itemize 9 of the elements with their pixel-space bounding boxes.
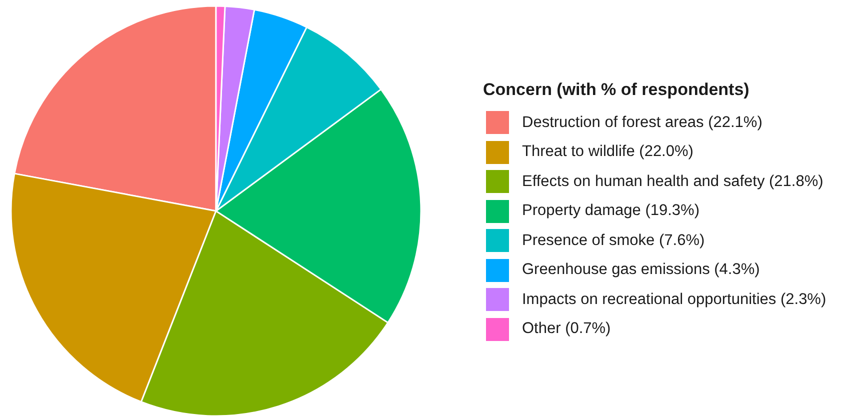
legend-title: Concern (with % of respondents) xyxy=(483,80,750,100)
legend-label: Threat to wildlife (22.0%) xyxy=(522,143,694,162)
legend-label: Effects on human health and safety (21.8%) xyxy=(522,172,824,191)
legend-label: Other (0.7%) xyxy=(522,320,611,338)
legend-label: Destruction of forest areas (22.1%) xyxy=(522,114,762,132)
legend-label: Impacts on recreational opportunities (2.3%) xyxy=(522,290,826,309)
legend-label: Presence of smoke (7.6%) xyxy=(522,232,705,250)
legend-label: Property damage (19.3%) xyxy=(522,202,700,220)
legend-label: Greenhouse gas emissions (4.3%) xyxy=(522,261,760,280)
